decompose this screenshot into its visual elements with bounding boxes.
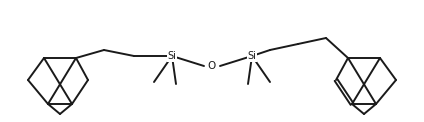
Text: O: O [208,61,216,71]
Text: Si: Si [248,51,257,61]
Text: Si: Si [167,51,176,61]
